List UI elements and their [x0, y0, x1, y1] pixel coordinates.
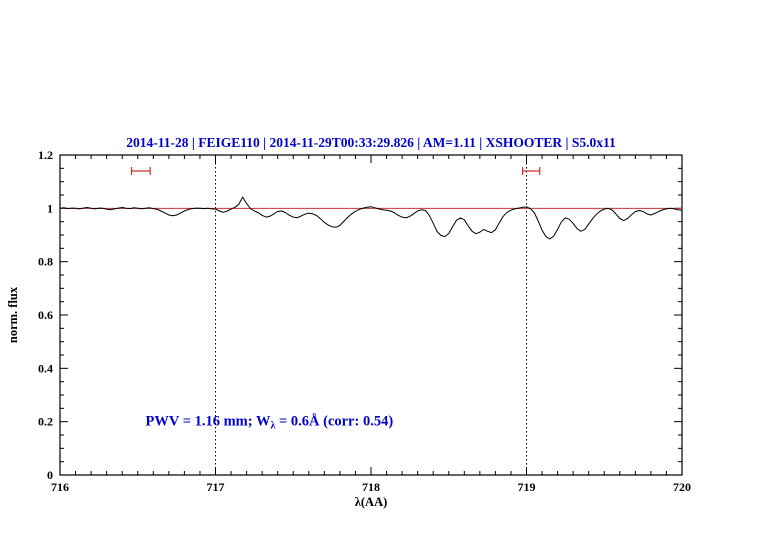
y-tick-label: 0	[47, 468, 53, 482]
annotation-lambda-subscript: λ	[270, 421, 275, 432]
y-tick-label: 0.4	[38, 361, 53, 375]
x-tick-label: 719	[518, 480, 536, 494]
plot-title: 2014-11-28 | FEIGE110 | 2014-11-29T00:33…	[126, 135, 616, 150]
y-axis-label: norm. flux	[6, 286, 20, 343]
x-axis-label: λ(AA)	[355, 495, 388, 509]
annotation-text-pre: PWV = 1.16 mm; W	[146, 414, 271, 430]
guide-lines	[60, 155, 682, 475]
x-tick-label: 717	[207, 480, 225, 494]
y-tick-label: 0.8	[38, 255, 53, 269]
axis-tick-labels: 716 717 718 719 720 0 0.2 0.4 0.6 0.8 1 1.2	[38, 148, 691, 494]
pwv-annotation: PWV = 1.16 mm; Wλ = 0.6Å (corr: 0.54)	[146, 414, 394, 432]
y-tick-label: 1.2	[38, 148, 53, 162]
x-tick-label: 716	[51, 480, 69, 494]
x-tick-label: 718	[362, 480, 380, 494]
spectrum-line	[59, 196, 683, 240]
y-tick-label: 0.2	[38, 415, 53, 429]
annotation-text-post: = 0.6Å (corr: 0.54)	[275, 414, 393, 430]
y-tick-label: 0.6	[38, 308, 53, 322]
x-tick-label: 720	[673, 480, 691, 494]
y-tick-label: 1	[47, 201, 53, 215]
data-layer	[59, 196, 683, 240]
axis-ticks	[59, 154, 683, 476]
